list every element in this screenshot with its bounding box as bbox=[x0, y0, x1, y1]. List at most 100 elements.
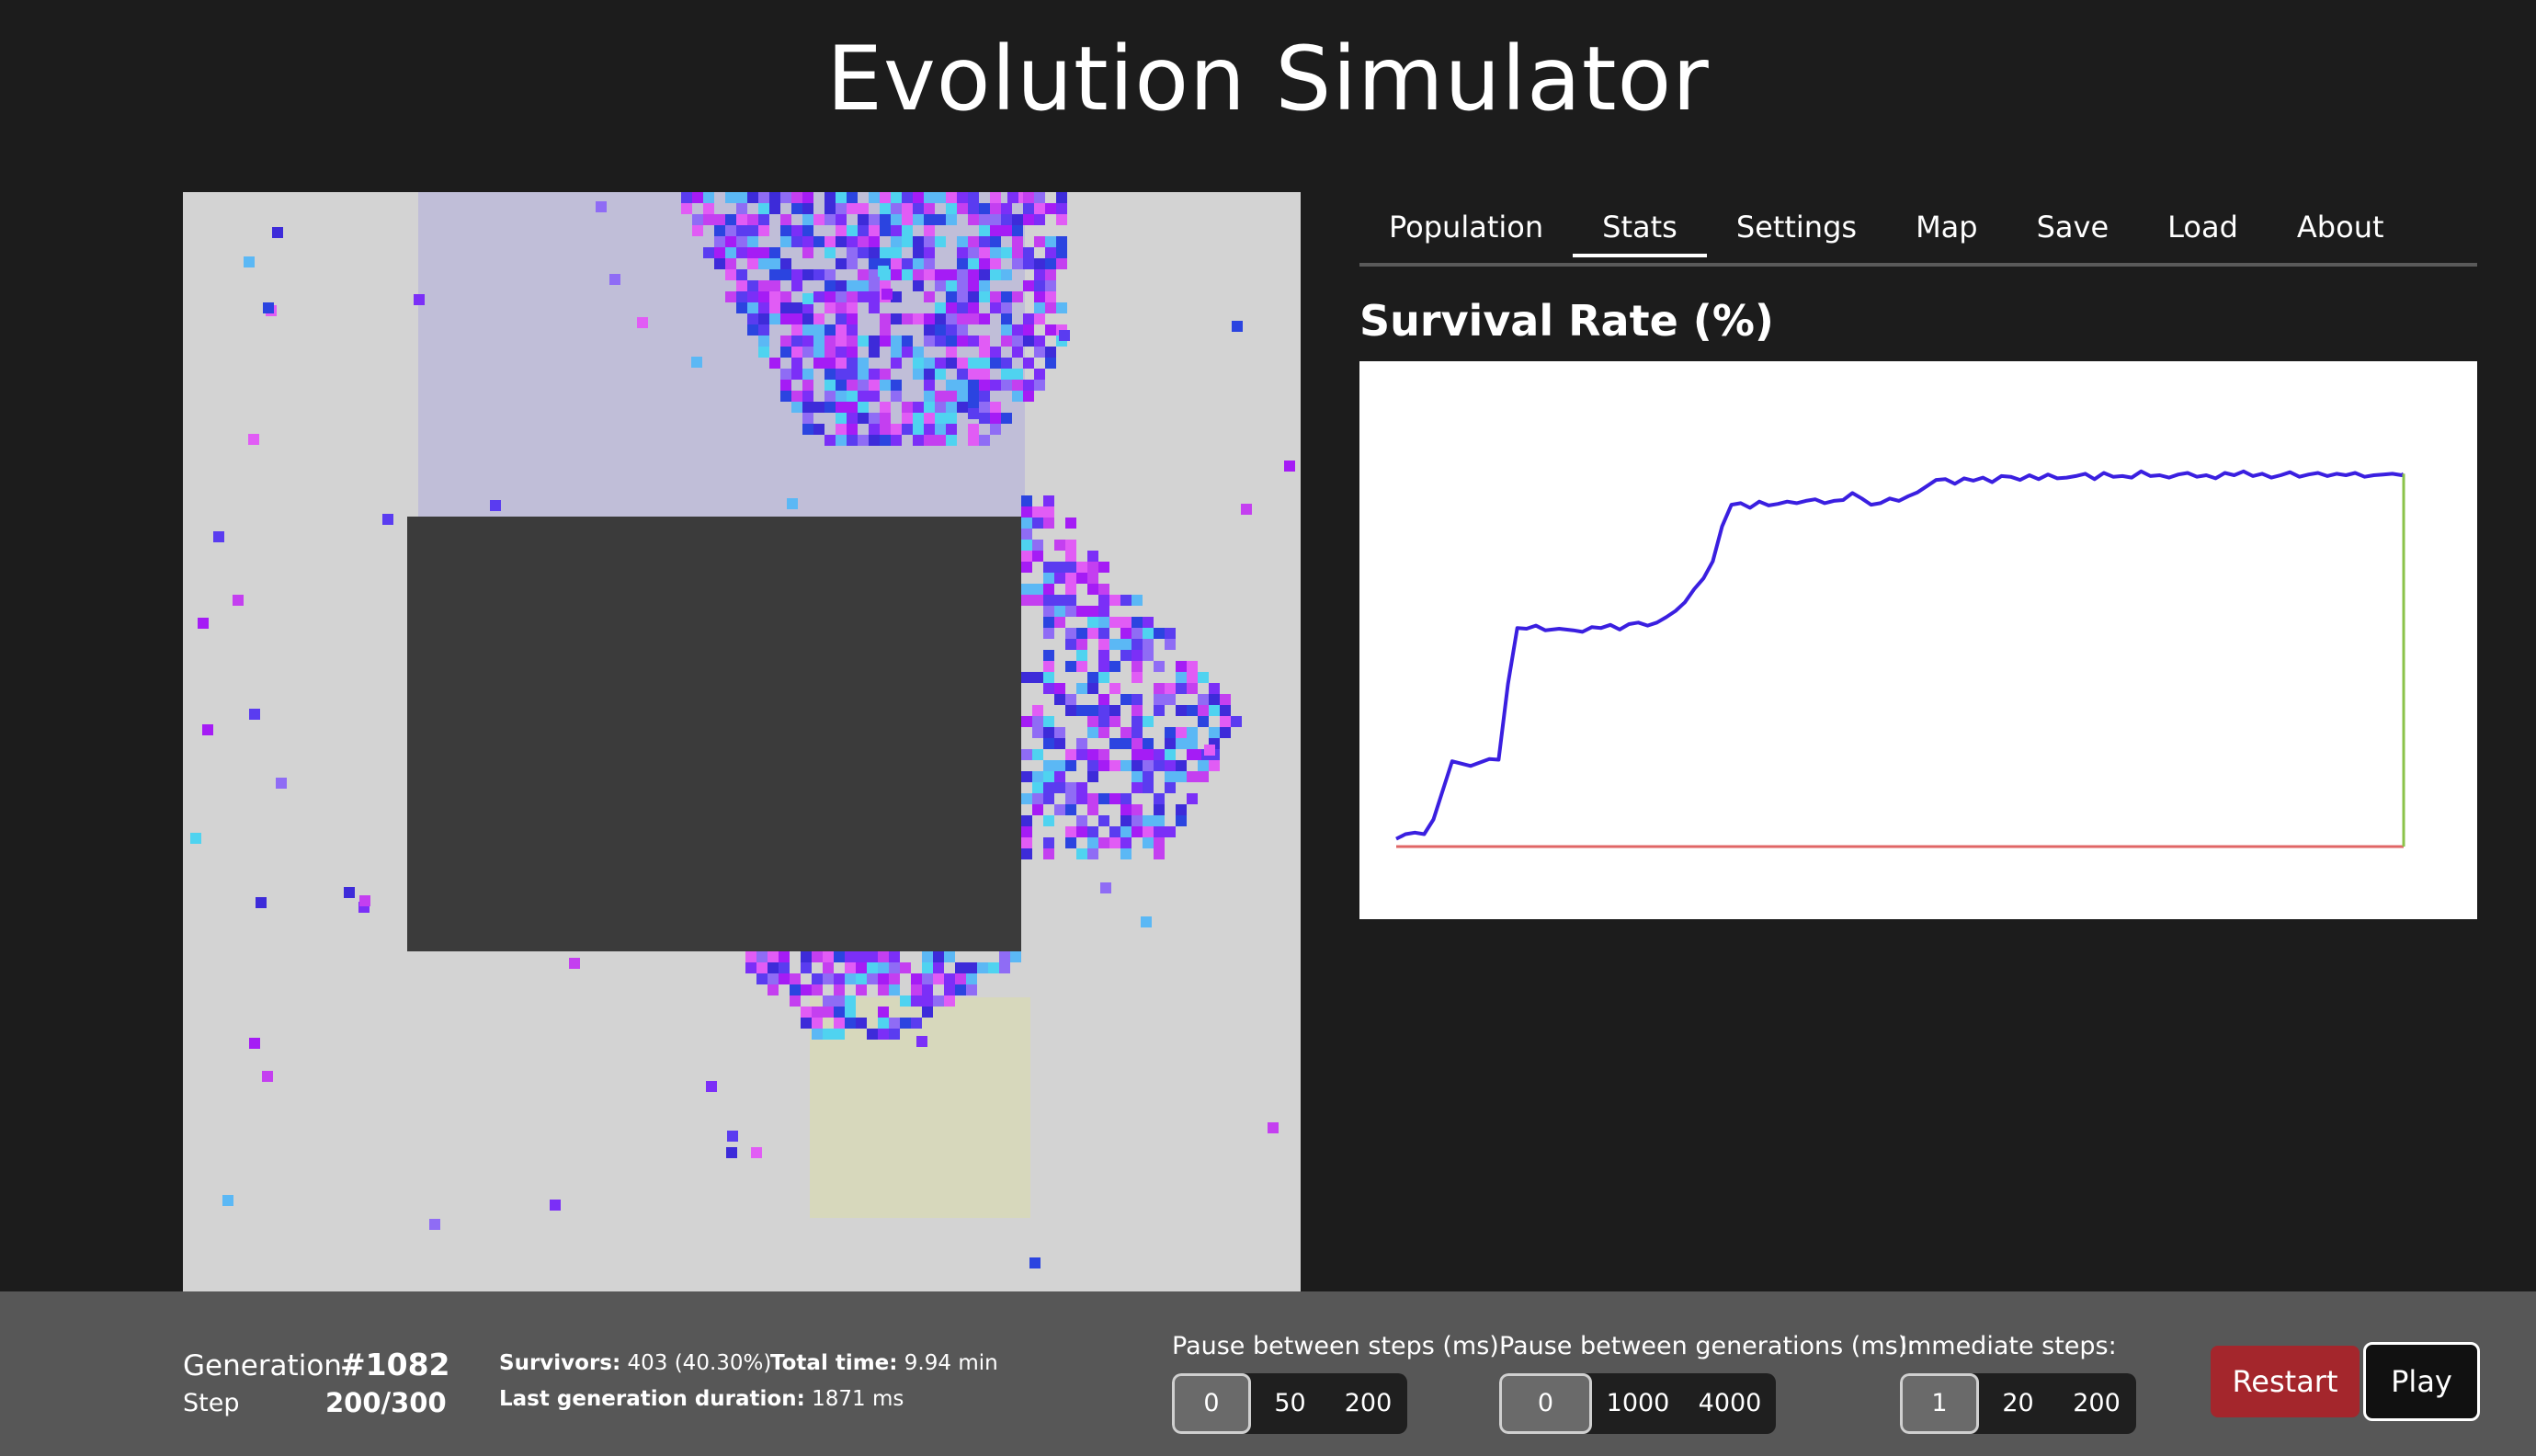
creature bbox=[913, 413, 924, 424]
creature bbox=[787, 498, 798, 509]
creature bbox=[889, 984, 900, 995]
creature bbox=[769, 358, 780, 369]
creature bbox=[968, 408, 979, 419]
survivors-label: Survivors: bbox=[499, 1351, 621, 1375]
creature bbox=[769, 258, 780, 269]
creature bbox=[924, 203, 935, 214]
creature bbox=[1165, 782, 1176, 793]
creature bbox=[979, 358, 990, 369]
creature bbox=[802, 302, 813, 313]
creature bbox=[726, 1147, 737, 1158]
creature bbox=[1034, 203, 1045, 214]
creature bbox=[1076, 606, 1087, 617]
restart-button[interactable]: Restart bbox=[2211, 1346, 2360, 1417]
creature bbox=[966, 984, 977, 995]
immediate-steps-option-200[interactable]: 200 bbox=[2073, 1389, 2121, 1417]
creature bbox=[979, 336, 990, 347]
creature bbox=[935, 313, 946, 324]
pause-generations-option-4000[interactable]: 4000 bbox=[1698, 1389, 1762, 1417]
creature bbox=[824, 435, 836, 446]
creature bbox=[1209, 683, 1220, 694]
creature bbox=[1076, 749, 1087, 760]
creature bbox=[1165, 683, 1176, 694]
creature bbox=[780, 192, 791, 203]
obstacle-wall bbox=[407, 517, 1021, 951]
control-footer: Generation #1082 Step 200/300 Survivors:… bbox=[0, 1291, 2536, 1456]
immediate-steps-option-20[interactable]: 20 bbox=[2002, 1389, 2034, 1417]
creature bbox=[823, 951, 834, 962]
tab-settings[interactable]: Settings bbox=[1735, 210, 1858, 245]
immediate-steps-option-1[interactable]: 1 bbox=[1900, 1373, 1979, 1434]
creature bbox=[1045, 269, 1056, 280]
creature bbox=[1054, 694, 1065, 705]
creature bbox=[1132, 760, 1143, 771]
tab-about[interactable]: About bbox=[2296, 210, 2384, 245]
creature bbox=[1198, 760, 1209, 771]
creature bbox=[836, 280, 847, 291]
pause-steps-option-200[interactable]: 200 bbox=[1344, 1389, 1393, 1417]
creature bbox=[878, 984, 889, 995]
tab-load[interactable]: Load bbox=[2167, 210, 2238, 245]
creature bbox=[1012, 214, 1023, 225]
creature bbox=[1021, 595, 1032, 606]
creature bbox=[891, 214, 902, 225]
creature bbox=[856, 962, 867, 973]
creature bbox=[1065, 639, 1076, 650]
tab-map[interactable]: Map bbox=[1916, 210, 1978, 245]
creature bbox=[725, 225, 736, 236]
creature bbox=[824, 302, 836, 313]
creature bbox=[878, 1007, 889, 1018]
creature bbox=[1204, 745, 1215, 756]
creature bbox=[1187, 749, 1198, 760]
creature bbox=[924, 225, 935, 236]
pause-steps-option-50[interactable]: 50 bbox=[1274, 1389, 1306, 1417]
creature bbox=[1141, 916, 1152, 927]
pause-steps-option-0[interactable]: 0 bbox=[1172, 1373, 1251, 1434]
creature bbox=[979, 225, 990, 236]
tab-save[interactable]: Save bbox=[2036, 210, 2110, 245]
simulation-canvas[interactable] bbox=[183, 192, 1301, 1291]
creature bbox=[946, 424, 957, 435]
creature bbox=[779, 973, 790, 984]
creature bbox=[1109, 826, 1120, 837]
creature bbox=[1023, 258, 1034, 269]
creature bbox=[1132, 639, 1143, 650]
creature bbox=[869, 280, 880, 291]
creature bbox=[768, 973, 779, 984]
creature bbox=[1154, 628, 1165, 639]
pause-generations-option-0[interactable]: 0 bbox=[1499, 1373, 1592, 1434]
creature bbox=[1043, 782, 1054, 793]
creature bbox=[935, 280, 946, 291]
creature bbox=[1087, 551, 1098, 562]
creature bbox=[924, 192, 935, 203]
creature bbox=[1154, 661, 1165, 672]
creature bbox=[780, 302, 791, 313]
creature bbox=[968, 236, 979, 247]
tab-population[interactable]: Population bbox=[1389, 210, 1544, 245]
creature bbox=[1054, 727, 1065, 738]
creature bbox=[836, 391, 847, 402]
creature bbox=[1232, 321, 1243, 332]
creature bbox=[933, 995, 944, 1007]
creature bbox=[1087, 716, 1098, 727]
play-button[interactable]: Play bbox=[2363, 1342, 2480, 1421]
creature bbox=[946, 347, 957, 358]
creature bbox=[791, 336, 802, 347]
creature bbox=[490, 500, 501, 511]
creature bbox=[858, 247, 869, 258]
pause-generations-option-1000[interactable]: 1000 bbox=[1606, 1389, 1670, 1417]
creature bbox=[1021, 518, 1032, 529]
tab-stats[interactable]: Stats bbox=[1573, 200, 1707, 257]
creature bbox=[957, 269, 968, 280]
creature bbox=[922, 995, 933, 1007]
creature bbox=[1120, 617, 1132, 628]
creature bbox=[924, 369, 935, 380]
creature bbox=[233, 595, 244, 606]
creature bbox=[891, 203, 902, 214]
creature bbox=[1187, 661, 1198, 672]
creature bbox=[869, 247, 880, 258]
creature bbox=[779, 962, 790, 973]
creature bbox=[924, 380, 935, 391]
creature bbox=[880, 324, 891, 336]
creature bbox=[812, 973, 823, 984]
